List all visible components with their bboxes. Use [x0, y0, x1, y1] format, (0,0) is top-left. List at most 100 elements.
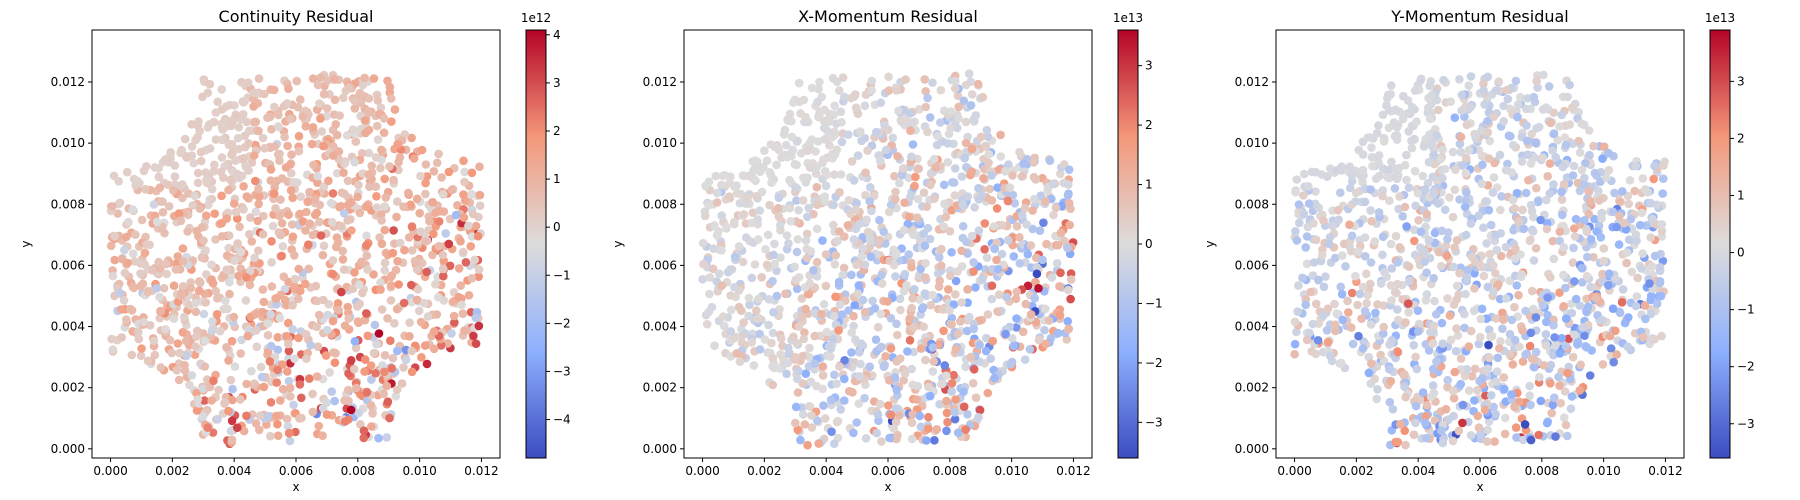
scatter-point	[277, 251, 287, 261]
scatter-point	[1547, 408, 1556, 418]
scatter-point	[474, 272, 483, 282]
scatter-point	[186, 284, 195, 293]
scatter-point	[1462, 120, 1472, 130]
scatter-point	[108, 202, 117, 211]
scatter-point	[233, 133, 243, 143]
scatter-point	[272, 411, 281, 421]
scatter-point	[1625, 176, 1635, 185]
scatter-point	[714, 269, 724, 279]
scatter-point	[1018, 211, 1027, 220]
scatter-point	[1363, 133, 1373, 142]
scatter-point	[921, 273, 930, 282]
scatter-point	[1432, 357, 1441, 366]
scatter-point	[747, 338, 756, 347]
scatter-point	[1336, 188, 1345, 197]
scatter-point	[911, 172, 920, 182]
scatter-point	[1597, 277, 1607, 287]
scatter-point	[369, 74, 379, 83]
scatter-point	[1337, 251, 1347, 260]
scatter-point	[251, 207, 261, 216]
scatter-point	[1527, 286, 1537, 296]
scatter-point	[466, 242, 476, 251]
scatter-point	[149, 200, 159, 209]
scatter-point	[274, 211, 284, 221]
scatter-point	[113, 209, 122, 218]
scatter-point	[1066, 275, 1076, 284]
scatter-point	[1528, 226, 1537, 236]
scatter-point	[178, 257, 188, 266]
scatter-point	[846, 209, 855, 219]
scatter-point	[910, 181, 919, 191]
scatter-point	[947, 248, 956, 257]
scatter-point	[254, 199, 263, 209]
scatter-point	[912, 213, 922, 222]
scatter-point	[732, 181, 741, 190]
scatter-point	[350, 104, 360, 113]
scatter-point	[1615, 211, 1624, 221]
scatter-point	[885, 433, 894, 443]
scatter-point	[849, 235, 859, 244]
scatter-point	[1348, 339, 1358, 349]
scatter-point	[1513, 112, 1522, 122]
scatter-point	[1464, 81, 1474, 90]
scatter-point	[246, 213, 255, 222]
scatter-point	[1400, 382, 1409, 392]
scatter-point	[1657, 226, 1667, 236]
scatter-point	[181, 336, 191, 346]
scatter-point	[853, 289, 863, 298]
scatter-point	[847, 348, 856, 357]
scatter-point	[474, 265, 484, 274]
scatter-point	[1021, 299, 1031, 309]
scatter-point	[1063, 243, 1072, 253]
scatter-point	[875, 215, 884, 225]
scatter-point	[865, 197, 874, 206]
scatter-point	[822, 170, 831, 179]
scatter-point	[860, 307, 870, 317]
scatter-point	[1542, 317, 1551, 327]
scatter-point	[1486, 220, 1496, 230]
scatter-point	[421, 189, 430, 199]
scatter-point	[273, 345, 283, 355]
y-tick-label: 0.012	[643, 75, 677, 89]
scatter-point	[253, 246, 263, 255]
scatter-point	[392, 212, 401, 222]
scatter-point	[781, 140, 791, 150]
scatter-point	[169, 281, 179, 291]
scatter-point	[1519, 224, 1529, 234]
scatter-point	[271, 294, 280, 303]
scatter-point	[141, 185, 150, 194]
scatter-point	[1371, 308, 1380, 318]
scatter-point	[176, 148, 185, 158]
scatter-point	[1531, 138, 1540, 148]
scatter-point	[258, 285, 268, 294]
scatter-point	[158, 208, 168, 217]
colorbar-tick-label: 4	[553, 28, 561, 42]
scatter-point	[471, 313, 481, 323]
scatter-point	[120, 268, 130, 278]
scatter-point	[330, 396, 340, 406]
scatter-point	[1337, 289, 1347, 299]
scatter-point	[328, 189, 338, 198]
scatter-point	[755, 206, 764, 215]
scatter-point	[1463, 265, 1472, 275]
scatter-point	[1343, 296, 1352, 306]
scatter-point	[1533, 83, 1542, 92]
scatter-point	[165, 335, 175, 345]
scatter-point	[798, 196, 808, 205]
scatter-point	[333, 299, 343, 308]
scatter-point	[872, 428, 881, 438]
scatter-point	[997, 220, 1007, 230]
scatter-point	[330, 358, 340, 368]
scatter-point	[994, 290, 1004, 300]
scatter-point	[319, 241, 329, 251]
scatter-point	[1383, 172, 1392, 182]
colorbar-tick-label: 3	[553, 76, 561, 90]
scatter-point	[1495, 344, 1504, 353]
scatter-point	[412, 295, 422, 305]
scatter-point	[923, 127, 932, 137]
scatter-point	[818, 236, 827, 245]
scatter-point	[1630, 186, 1640, 196]
scatter-point	[390, 105, 400, 114]
scatter-point	[421, 341, 430, 350]
scatter-point	[211, 235, 220, 244]
